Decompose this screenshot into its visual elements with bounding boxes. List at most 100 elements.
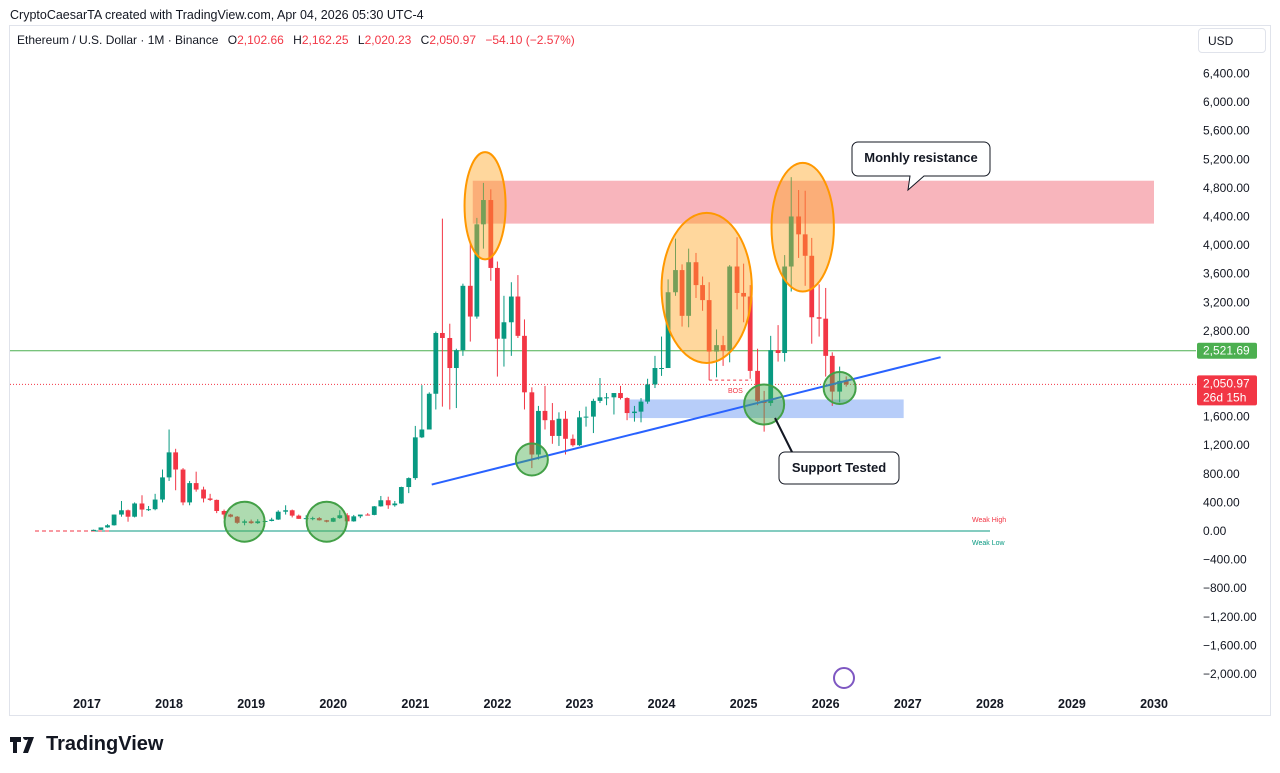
y-tick-label: 800.00 bbox=[1203, 467, 1240, 481]
candle-body bbox=[700, 285, 705, 301]
candle-body bbox=[624, 398, 630, 414]
candle-body bbox=[439, 332, 445, 338]
change-value: −54.10 (−2.57%) bbox=[485, 33, 575, 47]
candle-body bbox=[611, 393, 617, 398]
y-tick-label: 6,000.00 bbox=[1203, 95, 1250, 109]
candle-body bbox=[577, 417, 582, 446]
candle-body bbox=[583, 416, 589, 418]
candle-body bbox=[843, 380, 849, 385]
sparkle-icon bbox=[833, 667, 855, 689]
tradingview-logo-icon bbox=[10, 736, 34, 753]
candle-body bbox=[365, 514, 371, 516]
levels-layer bbox=[10, 350, 1196, 532]
candle-body bbox=[139, 503, 145, 510]
x-tick-label: 2023 bbox=[566, 697, 594, 711]
candle-body bbox=[398, 487, 404, 504]
candle-body bbox=[324, 520, 330, 522]
x-tick-label: 2025 bbox=[730, 697, 758, 711]
candle-body bbox=[645, 384, 650, 402]
support-callout-pointer bbox=[774, 417, 793, 453]
candle-body bbox=[515, 296, 521, 336]
ohlc-legend: Ethereum / U.S. Dollar · 1M · Binance O2… bbox=[17, 33, 575, 47]
candle-body bbox=[296, 515, 302, 519]
candle-body bbox=[823, 318, 829, 356]
symbol-label: Ethereum / U.S. Dollar · 1M · Binance bbox=[17, 33, 219, 47]
candle-body bbox=[146, 509, 151, 511]
y-tick-label: 6,400.00 bbox=[1203, 67, 1250, 81]
candle-body bbox=[693, 262, 699, 286]
x-tick-label: 2017 bbox=[73, 697, 101, 711]
candle-body bbox=[193, 483, 199, 490]
candle-body bbox=[673, 270, 678, 293]
candle-body bbox=[207, 498, 213, 500]
overlays-layer bbox=[223, 151, 941, 543]
candle-body bbox=[508, 296, 514, 323]
candle-body bbox=[242, 521, 247, 523]
candle-body bbox=[706, 300, 712, 352]
candle-body bbox=[556, 418, 562, 436]
candle-body bbox=[152, 499, 158, 510]
y-tick-label: 4,400.00 bbox=[1203, 209, 1250, 223]
x-tick-label: 2027 bbox=[894, 697, 922, 711]
candle-body bbox=[187, 483, 192, 503]
support-callout-box bbox=[778, 451, 900, 485]
author-line: CryptoCaesarTA created with TradingView.… bbox=[10, 8, 424, 22]
low-label: L bbox=[357, 33, 365, 47]
candle-body bbox=[597, 397, 603, 401]
candle-body bbox=[357, 514, 363, 517]
x-axis: 2017 2018 2019 2020 2021 2022 2023 2024 2025 2026… bbox=[73, 697, 1168, 711]
candle-body bbox=[132, 503, 137, 517]
candle-body bbox=[809, 255, 815, 318]
orange-highlight-circle bbox=[660, 211, 753, 365]
open-value: 2,102.66 bbox=[237, 33, 284, 47]
candle-body bbox=[166, 452, 172, 478]
chart-panel[interactable] bbox=[9, 25, 1271, 716]
y-tick-label: 400.00 bbox=[1203, 495, 1240, 509]
x-tick-label: 2022 bbox=[483, 697, 511, 711]
candle-body bbox=[638, 401, 644, 412]
candle-body bbox=[665, 292, 671, 369]
candle-body bbox=[474, 224, 480, 317]
x-tick-label: 2028 bbox=[976, 697, 1004, 711]
currency-button[interactable]: USD bbox=[1198, 28, 1266, 53]
candle-body bbox=[248, 521, 254, 524]
weak-low-label: Weak Low bbox=[972, 540, 1005, 547]
x-tick-label: 2029 bbox=[1058, 697, 1086, 711]
candle-body bbox=[782, 266, 788, 354]
candle-body bbox=[105, 525, 110, 528]
candle-body bbox=[796, 216, 802, 235]
y-tick-label: 0.00 bbox=[1203, 524, 1227, 538]
candle-body bbox=[679, 270, 685, 316]
candle-body bbox=[488, 200, 494, 268]
candle-body bbox=[234, 516, 240, 523]
candle-body bbox=[727, 266, 733, 351]
y-tick-label: 2,800.00 bbox=[1203, 324, 1250, 338]
candle-body bbox=[406, 478, 412, 488]
open-label: O bbox=[227, 33, 238, 47]
y-tick-label: −400.00 bbox=[1203, 553, 1247, 567]
candle-body bbox=[604, 397, 609, 399]
tradingview-logo[interactable]: TradingView bbox=[10, 733, 163, 756]
candle-body bbox=[494, 267, 500, 339]
y-tick-label: −1,600.00 bbox=[1203, 638, 1257, 652]
green-highlight-circle bbox=[743, 383, 786, 426]
candle-body bbox=[419, 429, 425, 438]
candle-body bbox=[591, 400, 596, 417]
orange-highlight-circle bbox=[463, 151, 507, 261]
candle-body bbox=[720, 345, 726, 351]
candle-body bbox=[351, 516, 357, 522]
candle-body bbox=[775, 350, 781, 354]
candle-body bbox=[91, 529, 96, 531]
candle-body bbox=[111, 514, 117, 526]
candle-body bbox=[221, 510, 227, 515]
candle-body bbox=[549, 420, 555, 436]
candle-body bbox=[371, 506, 377, 515]
high-value: 2,162.25 bbox=[301, 33, 349, 47]
x-tick-label: 2024 bbox=[648, 697, 676, 711]
x-tick-label: 2019 bbox=[237, 697, 265, 711]
y-tick-label: −1,200.00 bbox=[1203, 610, 1257, 624]
y-tick-label: 4,000.00 bbox=[1203, 238, 1250, 252]
resistance-callout-box bbox=[851, 141, 991, 192]
green-price-label: 2,521.69 bbox=[1203, 344, 1250, 358]
